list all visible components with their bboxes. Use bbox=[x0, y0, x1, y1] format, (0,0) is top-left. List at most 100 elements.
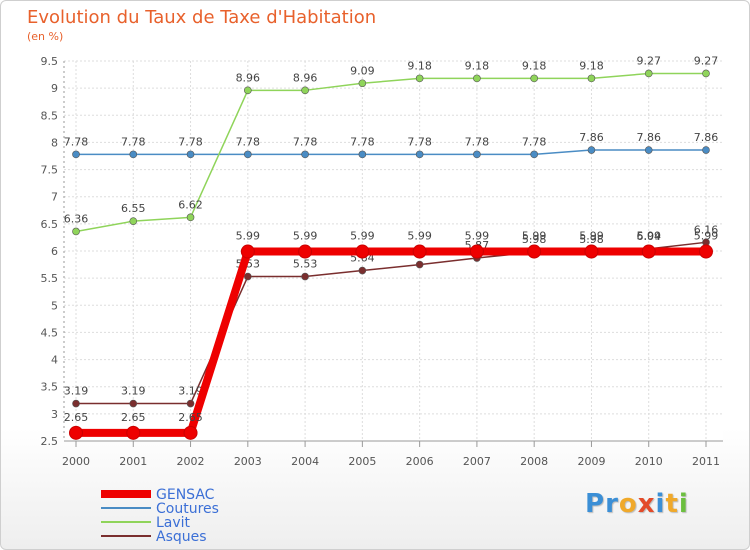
data-label-couture: 7.78 bbox=[293, 135, 318, 148]
data-point-asques bbox=[72, 399, 80, 408]
data-point-asques bbox=[129, 399, 138, 408]
data-label-lavit: 8.96 bbox=[236, 71, 261, 84]
x-tick-label: 2008 bbox=[520, 455, 548, 468]
data-point-gensac bbox=[412, 244, 427, 259]
data-point-gensac bbox=[355, 244, 370, 259]
x-tick-label: 2002 bbox=[177, 455, 205, 468]
data-point-couture bbox=[415, 150, 424, 159]
y-tick-label: 9 bbox=[51, 82, 58, 95]
data-label-gensac: 2.65 bbox=[64, 411, 89, 424]
data-point-gensac bbox=[527, 244, 542, 259]
data-label-asques: 6.04 bbox=[636, 230, 661, 243]
data-label-gensac: 5.99 bbox=[522, 230, 547, 243]
data-label-gensac: 5.99 bbox=[694, 230, 719, 243]
y-tick-label: 6.5 bbox=[41, 218, 59, 231]
data-label-couture: 7.78 bbox=[407, 135, 432, 148]
data-point-gensac bbox=[584, 244, 599, 259]
data-point-gensac bbox=[469, 244, 484, 259]
data-label-couture: 7.78 bbox=[350, 135, 375, 148]
data-point-couture bbox=[244, 150, 252, 159]
logo-letter: o bbox=[618, 489, 638, 519]
x-tick-label: 2001 bbox=[119, 455, 147, 468]
data-label-asques: 3.19 bbox=[121, 385, 146, 398]
logo-letter: P bbox=[585, 489, 606, 519]
logo-letter: x bbox=[637, 489, 656, 519]
y-tick-label: 8.5 bbox=[41, 109, 59, 122]
data-label-gensac: 2.65 bbox=[121, 411, 146, 424]
data-label-lavit: 9.27 bbox=[636, 54, 661, 67]
y-tick-label: 7.5 bbox=[41, 164, 59, 177]
data-label-gensac: 5.99 bbox=[407, 230, 432, 243]
data-label-gensac: 5.99 bbox=[579, 230, 604, 243]
data-point-asques bbox=[415, 260, 424, 269]
data-label-lavit: 9.18 bbox=[465, 59, 490, 72]
x-tick-label: 2000 bbox=[62, 455, 90, 468]
data-point-asques bbox=[244, 272, 252, 281]
data-label-gensac: 5.99 bbox=[236, 230, 261, 243]
data-point-asques bbox=[358, 266, 367, 275]
logo-letter: i bbox=[678, 489, 689, 519]
data-label-asques: 5.98 bbox=[579, 233, 604, 246]
data-label-gensac: 5.99 bbox=[465, 230, 490, 243]
data-point-gensac bbox=[69, 425, 83, 440]
data-label-couture: 7.78 bbox=[121, 135, 146, 148]
y-tick-label: 4 bbox=[51, 354, 58, 367]
data-label-gensac: 5.99 bbox=[636, 230, 661, 243]
data-label-gensac: 5.99 bbox=[293, 230, 318, 243]
data-label-lavit: 6.55 bbox=[121, 202, 146, 215]
logo-letter: r bbox=[605, 489, 619, 519]
y-tick-label: 5.5 bbox=[41, 272, 59, 285]
data-point-asques bbox=[301, 272, 309, 281]
data-label-lavit: 9.09 bbox=[350, 64, 375, 77]
x-tick-label: 2010 bbox=[635, 455, 663, 468]
y-tick-label: 8 bbox=[51, 136, 58, 149]
y-tick-label: 9.5 bbox=[41, 55, 59, 68]
data-point-lavit bbox=[473, 74, 481, 83]
data-point-lavit bbox=[186, 213, 195, 222]
data-point-gensac bbox=[183, 425, 198, 440]
data-point-lavit bbox=[244, 86, 252, 95]
data-label-asques: 3.19 bbox=[64, 385, 89, 398]
x-tick-label: 2011 bbox=[692, 455, 720, 468]
data-point-couture bbox=[186, 150, 195, 159]
data-label-couture: 7.86 bbox=[694, 131, 719, 144]
data-point-gensac bbox=[126, 425, 141, 440]
data-point-lavit bbox=[530, 74, 538, 83]
data-point-couture bbox=[702, 146, 710, 154]
legend-label: GENSAC bbox=[156, 487, 215, 503]
data-point-gensac bbox=[240, 244, 255, 259]
series-line-couture bbox=[76, 149, 706, 156]
data-point-gensac bbox=[641, 244, 656, 259]
data-point-asques bbox=[186, 399, 195, 408]
x-tick-label: 2003 bbox=[234, 455, 262, 468]
data-point-lavit bbox=[587, 74, 596, 83]
data-label-gensac: 2.65 bbox=[178, 411, 203, 424]
data-point-lavit bbox=[702, 69, 710, 78]
x-tick-label: 2004 bbox=[291, 455, 319, 468]
data-point-gensac bbox=[298, 244, 313, 259]
data-label-lavit: 6.36 bbox=[64, 212, 89, 225]
data-label-lavit: 9.18 bbox=[407, 59, 432, 72]
data-point-lavit bbox=[358, 79, 367, 88]
data-point-couture bbox=[301, 150, 309, 159]
data-label-couture: 7.78 bbox=[522, 135, 547, 148]
y-tick-label: 2.5 bbox=[41, 435, 59, 448]
x-tick-label: 2007 bbox=[463, 455, 491, 468]
data-point-couture bbox=[72, 150, 80, 159]
data-label-lavit: 6.62 bbox=[178, 198, 203, 211]
data-point-lavit bbox=[415, 74, 424, 83]
y-tick-label: 3.5 bbox=[41, 381, 59, 394]
x-tick-label: 2005 bbox=[348, 455, 376, 468]
logo-letter: i bbox=[655, 489, 666, 519]
data-label-lavit: 9.18 bbox=[522, 59, 547, 72]
data-label-lavit: 8.96 bbox=[293, 71, 318, 84]
legend-label: Coutures bbox=[156, 501, 219, 517]
data-point-couture bbox=[358, 150, 367, 159]
y-tick-label: 3 bbox=[51, 408, 58, 421]
chart-title: Evolution du Taux de Taxe d'Habitation bbox=[27, 7, 377, 28]
data-point-couture bbox=[129, 150, 138, 159]
legend-label: Lavit bbox=[156, 515, 191, 531]
data-point-gensac bbox=[699, 244, 713, 259]
series-line-gensac bbox=[76, 247, 706, 437]
